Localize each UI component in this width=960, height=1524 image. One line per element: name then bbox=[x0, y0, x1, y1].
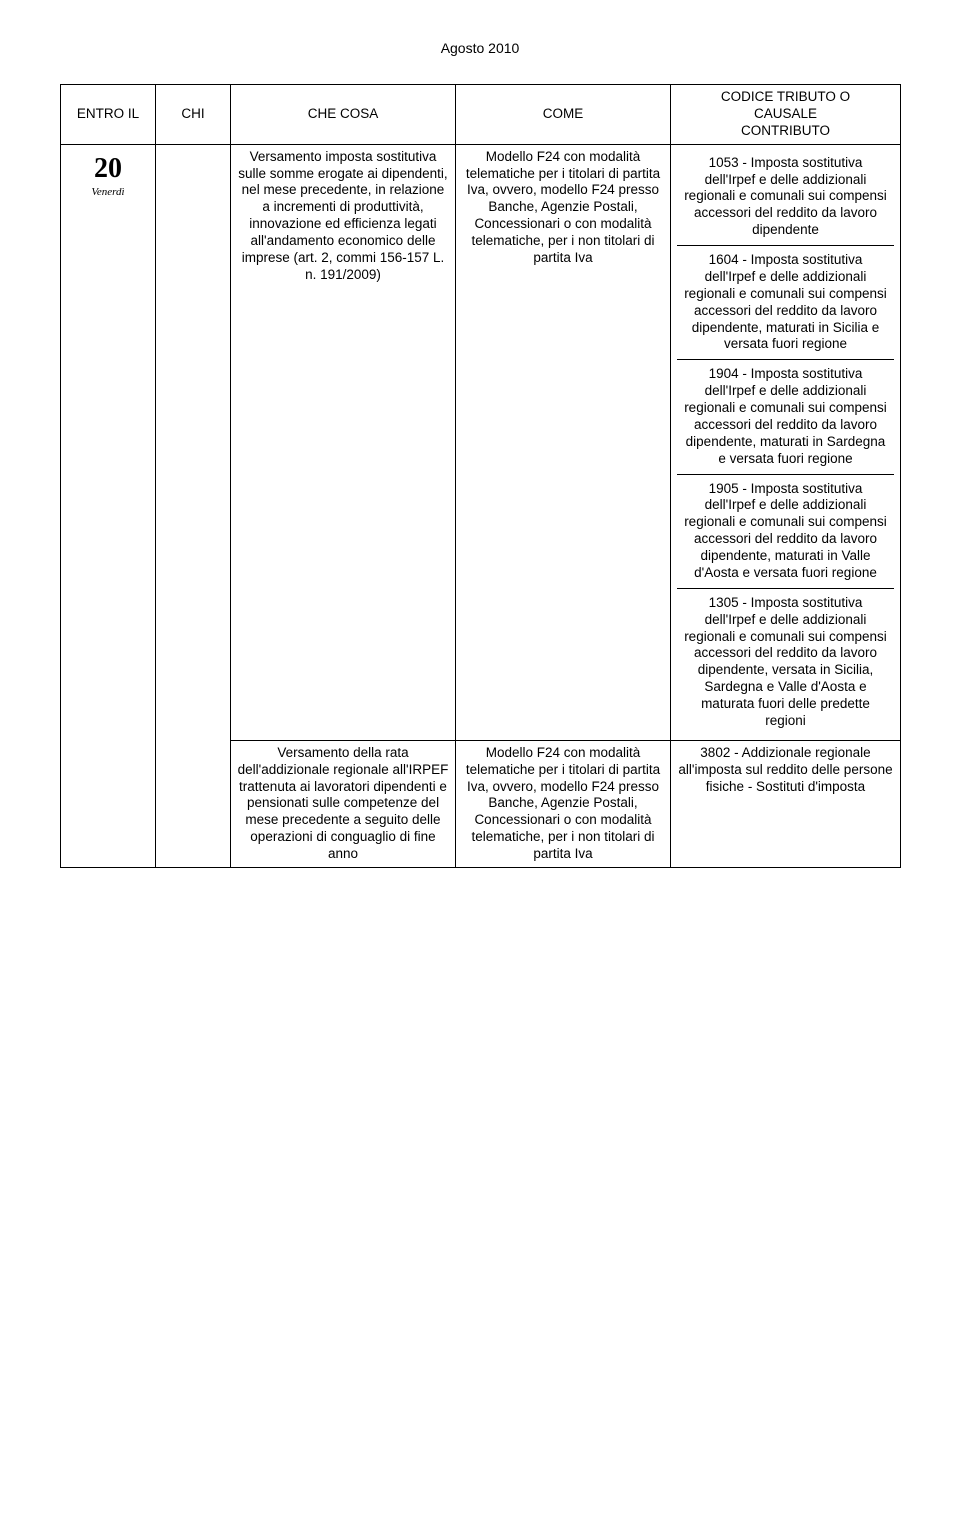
cell-che-cosa: Versamento imposta sostitutiva sulle som… bbox=[231, 144, 456, 740]
codice-item: 1904 - Imposta sostitutiva dell'Irpef e … bbox=[677, 360, 894, 474]
cell-codice: 3802 - Addizionale regionale all'imposta… bbox=[671, 740, 901, 867]
col-header-codice-l3: CONTRIBUTO bbox=[741, 123, 830, 138]
cell-come: Modello F24 con modalità telematiche per… bbox=[456, 740, 671, 867]
cell-entro: 20 Venerdì bbox=[61, 144, 156, 867]
cell-come: Modello F24 con modalità telematiche per… bbox=[456, 144, 671, 740]
codice-item: 1305 - Imposta sostitutiva dell'Irpef e … bbox=[677, 589, 894, 736]
col-header-chi: CHI bbox=[156, 85, 231, 145]
cell-che-cosa: Versamento della rata dell'addizionale r… bbox=[231, 740, 456, 867]
col-header-come: COME bbox=[456, 85, 671, 145]
table-header-row: ENTRO IL CHI CHE COSA COME CODICE TRIBUT… bbox=[61, 85, 901, 145]
col-header-codice-l2: CAUSALE bbox=[754, 106, 817, 121]
page-month-header: Agosto 2010 bbox=[60, 40, 900, 56]
col-header-codice-l1: CODICE TRIBUTO O bbox=[721, 89, 850, 104]
col-header-cosa: CHE COSA bbox=[231, 85, 456, 145]
table-row: 20 Venerdì Versamento imposta sostitutiv… bbox=[61, 144, 901, 740]
codice-item: 1905 - Imposta sostitutiva dell'Irpef e … bbox=[677, 475, 894, 589]
deadline-weekday: Venerdì bbox=[67, 186, 149, 200]
col-header-codice: CODICE TRIBUTO O CAUSALE CONTRIBUTO bbox=[671, 85, 901, 145]
col-header-entro: ENTRO IL bbox=[61, 85, 156, 145]
deadline-day: 20 bbox=[67, 151, 149, 186]
cell-codice-stack: 1053 - Imposta sostitutiva dell'Irpef e … bbox=[671, 144, 901, 740]
codice-item: 1604 - Imposta sostitutiva dell'Irpef e … bbox=[677, 246, 894, 360]
codice-item: 1053 - Imposta sostitutiva dell'Irpef e … bbox=[677, 149, 894, 246]
deadlines-table: ENTRO IL CHI CHE COSA COME CODICE TRIBUT… bbox=[60, 84, 901, 868]
cell-chi bbox=[156, 144, 231, 867]
